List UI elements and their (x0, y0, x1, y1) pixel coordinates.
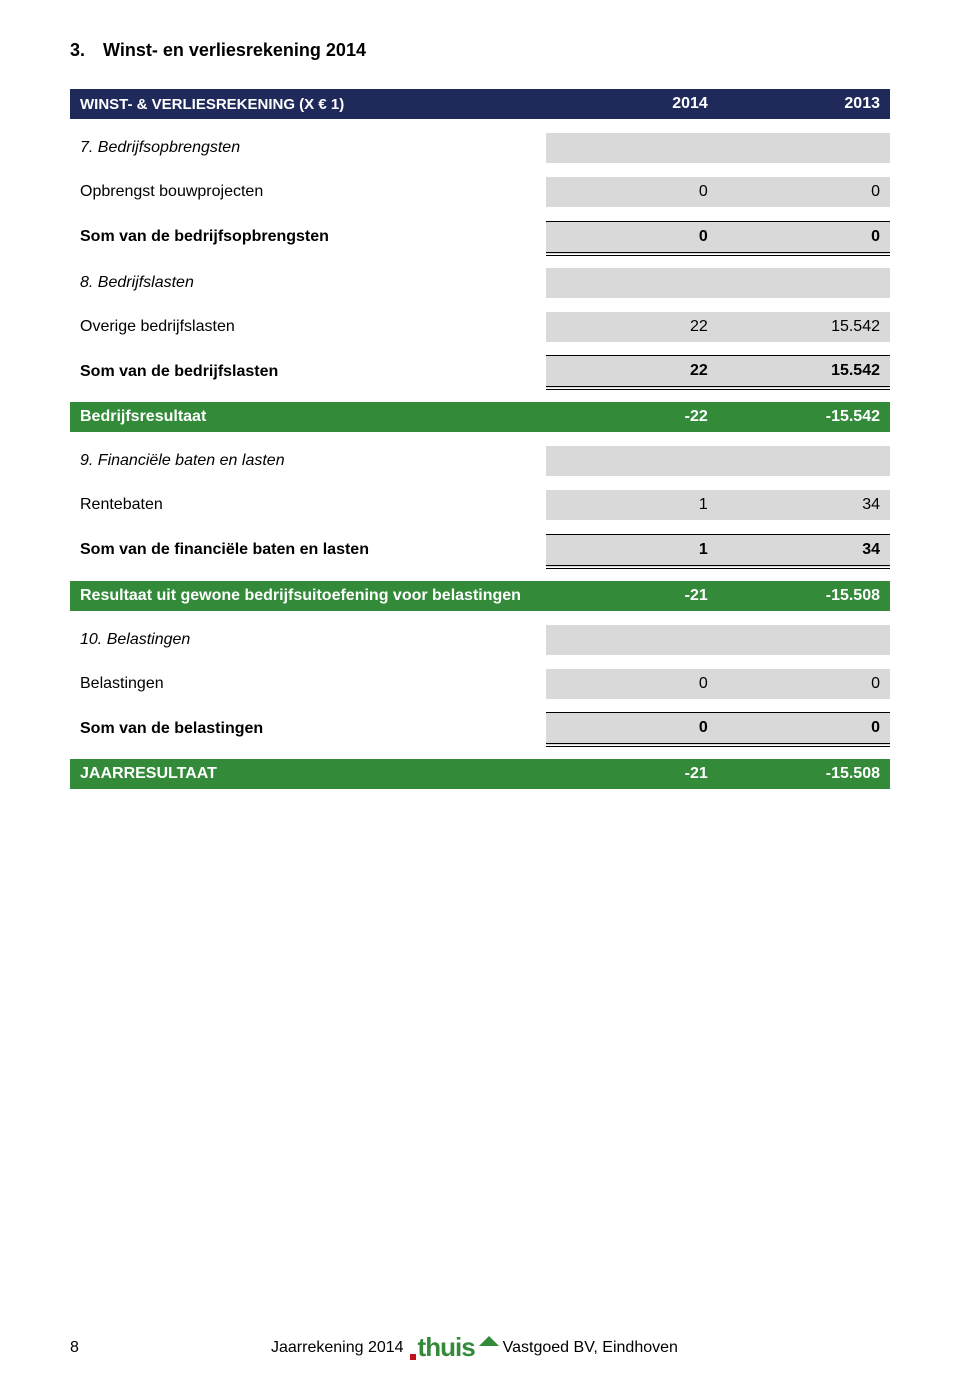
thuis-logo: thuis (410, 1334, 497, 1362)
logo-text: thuis (418, 1334, 475, 1360)
label: JAARRESULTAAT (70, 759, 546, 789)
sum-cell: 34 (718, 534, 890, 567)
label: 8. Bedrijfslasten (70, 268, 546, 298)
band-jaarresultaat: JAARRESULTAAT -21 -15.508 (70, 759, 890, 789)
value-cell: 0 (718, 669, 890, 699)
logo-roof-icon (479, 1336, 499, 1346)
label: Rentebaten (70, 490, 546, 520)
profit-loss-table: WINST- & VERLIESREKENING (X € 1) 2014 20… (70, 89, 890, 789)
value-cell: -15.508 (718, 581, 890, 611)
empty-cell (546, 268, 718, 298)
empty-cell (718, 133, 890, 163)
label: Som van de bedrijfsopbrengsten (70, 221, 546, 254)
value-cell: -22 (546, 402, 718, 432)
band-resultaat-voor-belastingen: Resultaat uit gewone bedrijfsuitoefening… (70, 581, 890, 611)
sum-cell: 15.542 (718, 356, 890, 389)
sum-cell: 0 (718, 221, 890, 254)
footer-right-text: Vastgoed BV, Eindhoven (503, 1339, 678, 1357)
sum-cell: 0 (546, 713, 718, 746)
band-bedrijfsresultaat: Bedrijfsresultaat -22 -15.542 (70, 402, 890, 432)
label: 7. Bedrijfsopbrengsten (70, 133, 546, 163)
section-9-sum: Som van de financiële baten en lasten 1 … (70, 534, 890, 567)
logo-dot-icon (410, 1354, 416, 1360)
label: 10. Belastingen (70, 625, 546, 655)
label: Bedrijfsresultaat (70, 402, 546, 432)
table-row: Opbrengst bouwprojecten 0 0 (70, 177, 890, 207)
empty-cell (546, 446, 718, 476)
value-cell: 0 (546, 177, 718, 207)
section-8-title: 8. Bedrijfslasten (70, 268, 890, 298)
sum-cell: 0 (718, 713, 890, 746)
header-year-2: 2013 (718, 89, 890, 119)
section-7-sum: Som van de bedrijfsopbrengsten 0 0 (70, 221, 890, 254)
value-cell: -15.542 (718, 402, 890, 432)
section-8-sum: Som van de bedrijfslasten 22 15.542 (70, 356, 890, 389)
header-year-1: 2014 (546, 89, 718, 119)
table-header-row: WINST- & VERLIESREKENING (X € 1) 2014 20… (70, 89, 890, 119)
value-cell: -21 (546, 759, 718, 789)
sum-cell: 1 (546, 534, 718, 567)
empty-cell (718, 268, 890, 298)
header-label: WINST- & VERLIESREKENING (X € 1) (70, 89, 546, 119)
label: Som van de belastingen (70, 713, 546, 746)
value-cell: 1 (546, 490, 718, 520)
sum-cell: 0 (546, 221, 718, 254)
label: Som van de bedrijfslasten (70, 356, 546, 389)
page-footer: 8 Jaarrekening 2014 thuis Vastgoed BV, E… (0, 1334, 960, 1362)
section-10-sum: Som van de belastingen 0 0 (70, 713, 890, 746)
empty-cell (718, 446, 890, 476)
section-title: 3. Winst- en verliesrekening 2014 (70, 40, 890, 61)
page-number: 8 (70, 1339, 79, 1357)
value-cell: 0 (718, 177, 890, 207)
value-cell: 34 (718, 490, 890, 520)
footer-left-text: Jaarrekening 2014 (271, 1339, 404, 1357)
empty-cell (718, 625, 890, 655)
sum-cell: 22 (546, 356, 718, 389)
table-row: Belastingen 0 0 (70, 669, 890, 699)
value-cell: 15.542 (718, 312, 890, 342)
label: Som van de financiële baten en lasten (70, 534, 546, 567)
value-cell: 0 (546, 669, 718, 699)
label: Opbrengst bouwprojecten (70, 177, 546, 207)
value-cell: -21 (546, 581, 718, 611)
section-9-title: 9. Financiële baten en lasten (70, 446, 890, 476)
value-cell: 22 (546, 312, 718, 342)
table-row: Overige bedrijfslasten 22 15.542 (70, 312, 890, 342)
label: Resultaat uit gewone bedrijfsuitoefening… (70, 581, 546, 611)
label: Overige bedrijfslasten (70, 312, 546, 342)
table-row: Rentebaten 1 34 (70, 490, 890, 520)
empty-cell (546, 625, 718, 655)
empty-cell (546, 133, 718, 163)
section-7-title: 7. Bedrijfsopbrengsten (70, 133, 890, 163)
value-cell: -15.508 (718, 759, 890, 789)
label: 9. Financiële baten en lasten (70, 446, 546, 476)
section-10-title: 10. Belastingen (70, 625, 890, 655)
label: Belastingen (70, 669, 546, 699)
